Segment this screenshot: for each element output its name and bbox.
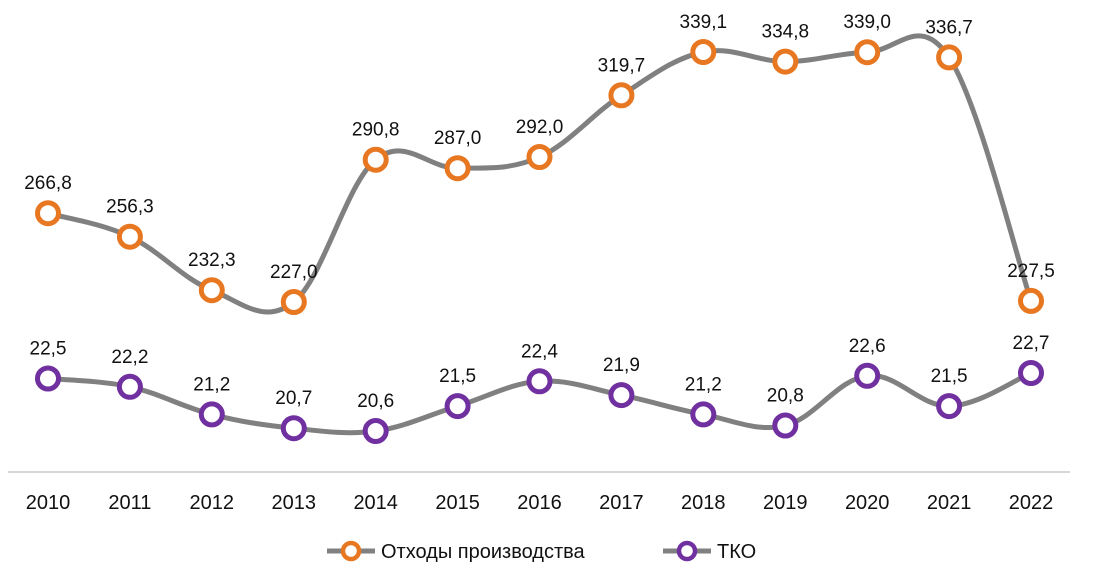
data-point-s1-2019 <box>772 48 799 75</box>
x-tick-labels: 2010 2011 2012 2013 2014 2015 2016 2017 2018 2019… <box>26 492 1054 514</box>
data-label-s1-2016: 292,0 <box>516 117 564 138</box>
legend-marker-1 <box>340 540 362 562</box>
data-point-s1-2011 <box>116 223 143 250</box>
data-label-s1-2014: 290,8 <box>352 120 400 141</box>
data-label-s2-2013: 20,7 <box>275 388 312 409</box>
legend: Отходы производства ТКО <box>327 540 756 563</box>
data-label-s1-2011: 256,3 <box>106 197 154 218</box>
data-point-s1-2020 <box>854 39 881 66</box>
data-label-s2-2020: 22,6 <box>849 336 886 357</box>
x-tick-label: 2016 <box>517 492 562 514</box>
data-label-s1-2013: 227,0 <box>270 262 318 283</box>
data-point-s2-2010 <box>35 365 61 392</box>
data-label-s1-2018: 339,1 <box>680 12 728 33</box>
x-tick-label: 2010 <box>26 492 71 514</box>
series-markers <box>35 39 1044 444</box>
data-point-s1-2018 <box>690 39 717 65</box>
data-point-s2-2011 <box>116 373 143 400</box>
data-point-s2-2013 <box>280 415 307 442</box>
data-label-s1-2022: 227,5 <box>1007 261 1055 282</box>
data-label-s1-2020: 339,0 <box>843 12 891 33</box>
data-point-s2-2014 <box>362 418 389 444</box>
data-point-s2-2019 <box>772 412 799 439</box>
x-tick-label: 2015 <box>435 492 480 514</box>
legend-marker-2 <box>676 540 698 562</box>
data-label-s2-2018: 21,2 <box>685 374 722 395</box>
x-tick-label: 2019 <box>763 492 808 514</box>
data-label-s2-2010: 22,5 <box>30 339 67 360</box>
x-tick-label: 2013 <box>272 492 317 514</box>
data-label-s1-2012: 232,3 <box>188 250 236 271</box>
data-point-s2-2020 <box>854 362 881 389</box>
data-label-s1-2015: 287,0 <box>434 128 482 149</box>
data-point-s1-2012 <box>198 277 225 304</box>
data-point-s1-2013 <box>280 289 307 315</box>
data-label-s2-2017: 21,9 <box>603 355 640 376</box>
data-label-s2-2015: 21,5 <box>439 366 476 387</box>
data-point-s2-2012 <box>198 401 225 428</box>
data-point-s1-2015 <box>444 155 471 182</box>
data-point-s2-2015 <box>444 393 471 420</box>
data-label-s2-2019: 20,8 <box>767 386 804 407</box>
data-label-s2-2022: 22,7 <box>1013 333 1050 354</box>
data-point-s1-2010 <box>35 200 61 227</box>
x-tick-label: 2012 <box>190 492 235 514</box>
x-tick-label: 2021 <box>927 492 972 514</box>
data-point-s2-2016 <box>526 368 553 395</box>
legend-label-2: ТКО <box>717 541 756 563</box>
x-tick-label: 2020 <box>845 492 890 514</box>
data-point-s1-2017 <box>608 82 635 109</box>
data-point-s2-2022 <box>1018 360 1044 386</box>
data-label-s2-2016: 22,4 <box>521 341 558 362</box>
data-point-s2-2017 <box>608 382 635 409</box>
data-label-s1-2019: 334,8 <box>762 22 810 43</box>
data-label-s2-2012: 21,2 <box>193 374 230 395</box>
data-label-s1-2010: 266,8 <box>24 173 72 194</box>
data-point-s1-2014 <box>362 146 389 173</box>
data-label-s2-2011: 22,2 <box>111 347 148 368</box>
x-tick-label: 2017 <box>599 492 644 514</box>
data-label-s1-2021: 336,7 <box>925 17 973 38</box>
data-label-s2-2014: 20,6 <box>357 391 394 412</box>
x-tick-label: 2022 <box>1009 492 1054 514</box>
data-point-s1-2016 <box>526 144 553 170</box>
x-tick-label: 2018 <box>681 492 726 514</box>
data-point-s2-2018 <box>690 401 717 428</box>
legend-label-1: Отходы производства <box>381 541 586 563</box>
data-labels: 266,8 256,3 232,3 227,0 290,8 287,0 292,0 319,7… <box>24 12 1055 412</box>
x-tick-label: 2011 <box>108 492 151 514</box>
data-point-s1-2021 <box>936 44 963 71</box>
data-point-s1-2022 <box>1018 287 1044 314</box>
data-label-s1-2017: 319,7 <box>598 55 646 76</box>
x-tick-label: 2014 <box>353 492 398 514</box>
data-label-s2-2021: 21,5 <box>931 366 968 387</box>
data-point-s2-2021 <box>936 393 963 420</box>
